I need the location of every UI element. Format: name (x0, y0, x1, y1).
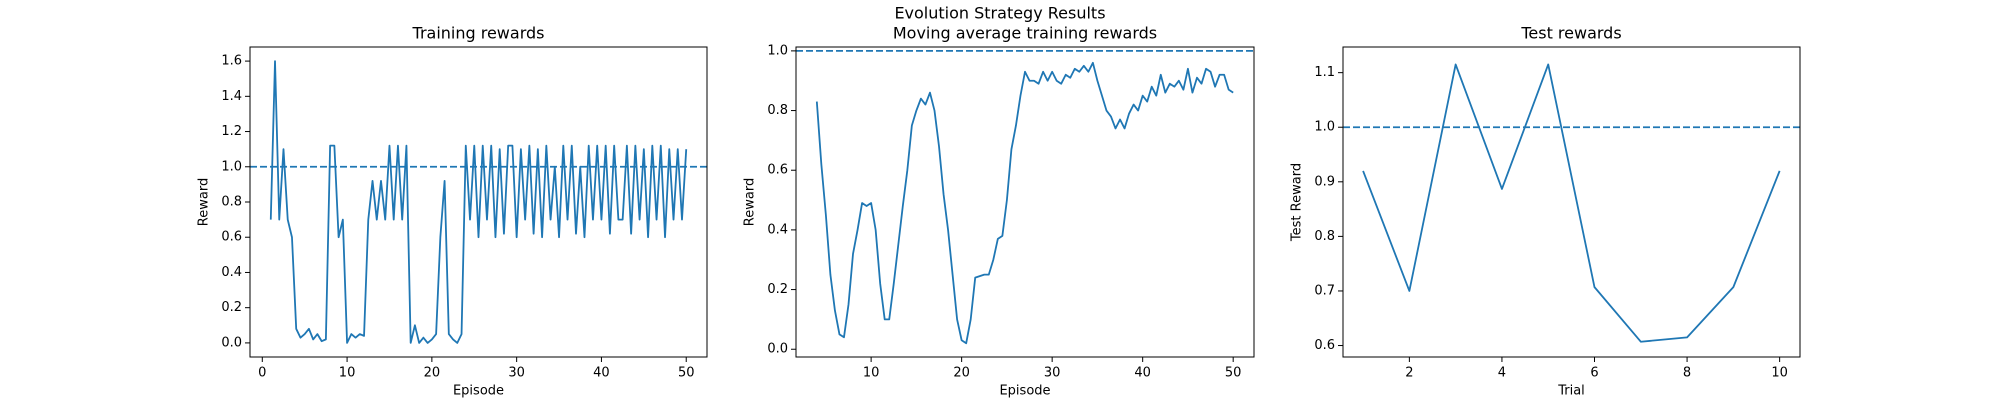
y-tick-label: 0.6 (767, 163, 788, 178)
x-tick-label: 6 (1590, 366, 1598, 381)
y-tick-label: 1.2 (221, 124, 242, 139)
y-tick-label: 0.4 (767, 222, 788, 237)
y-tick-label: 0.4 (221, 265, 242, 280)
x-tick-label: 40 (1134, 366, 1151, 381)
y-axis-label: Test Reward (1290, 163, 1305, 242)
x-tick-label: 4 (1498, 366, 1506, 381)
y-tick-label: 0.7 (1314, 283, 1335, 298)
subplot-title: Test rewards (1520, 24, 1621, 43)
x-axis-label: Episode (453, 384, 504, 399)
x-tick-label: 20 (424, 366, 441, 381)
figure-title: Evolution Strategy Results (894, 4, 1105, 23)
subplot-title: Moving average training rewards (893, 24, 1157, 43)
x-tick-label: 50 (1225, 366, 1242, 381)
x-tick-label: 10 (1771, 366, 1788, 381)
axes-frame (1342, 46, 1801, 358)
y-tick-label: 0.0 (221, 335, 242, 350)
x-tick-label: 10 (863, 366, 880, 381)
y-axis-label: Reward (197, 178, 212, 226)
x-axis-label: Trial (1557, 384, 1585, 399)
y-tick-label: 1.0 (221, 159, 242, 174)
x-tick-label: 30 (1044, 366, 1061, 381)
x-tick-label: 10 (339, 366, 356, 381)
data-line (269, 60, 688, 344)
x-tick-label: 50 (678, 366, 695, 381)
data-line (1362, 63, 1781, 343)
x-axis-label: Episode (999, 384, 1050, 399)
y-tick-label: 1.1 (1314, 65, 1335, 80)
x-tick-label: 0 (258, 366, 266, 381)
x-tick-label: 40 (593, 366, 610, 381)
y-axis-label: Reward (743, 178, 758, 226)
subplot-title: Training rewards (412, 24, 545, 43)
x-tick-label: 20 (953, 366, 970, 381)
y-tick-label: 0.0 (767, 342, 788, 357)
y-tick-label: 1.4 (221, 89, 242, 104)
y-tick-label: 0.6 (1314, 338, 1335, 353)
y-tick-label: 0.2 (767, 282, 788, 297)
axes-frame (249, 46, 708, 358)
y-tick-label: 0.6 (221, 230, 242, 245)
y-tick-label: 0.9 (1314, 174, 1335, 189)
x-tick-label: 2 (1405, 366, 1413, 381)
y-tick-label: 1.0 (1314, 120, 1335, 135)
axes-frame (795, 46, 1255, 358)
y-tick-label: 0.8 (767, 103, 788, 118)
x-tick-label: 8 (1683, 366, 1691, 381)
y-tick-label: 0.8 (1314, 229, 1335, 244)
data-line (815, 61, 1234, 345)
y-tick-label: 1.6 (221, 54, 242, 69)
y-tick-label: 0.8 (221, 195, 242, 210)
y-tick-label: 0.2 (221, 300, 242, 315)
y-tick-label: 1.0 (767, 43, 788, 58)
x-tick-label: 30 (508, 366, 525, 381)
